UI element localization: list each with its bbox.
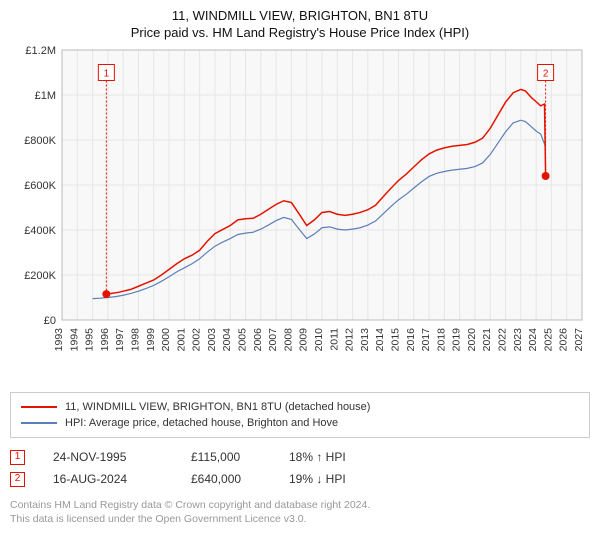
svg-text:1997: 1997: [114, 328, 126, 352]
svg-text:2014: 2014: [374, 328, 386, 352]
legend-label-2: HPI: Average price, detached house, Brig…: [65, 417, 338, 429]
legend-item-series1: 11, WINDMILL VIEW, BRIGHTON, BN1 8TU (de…: [21, 399, 579, 415]
svg-text:£200K: £200K: [24, 270, 56, 282]
svg-text:1: 1: [104, 69, 110, 80]
svg-text:2011: 2011: [328, 328, 340, 351]
chart-container: 11, WINDMILL VIEW, BRIGHTON, BN1 8TU Pri…: [0, 0, 600, 532]
svg-text:2006: 2006: [252, 328, 264, 352]
data-point-row-2: 2 16-AUG-2024 £640,000 19% ↓ HPI: [10, 468, 590, 490]
svg-text:£0: £0: [44, 315, 56, 327]
svg-text:2003: 2003: [206, 328, 218, 352]
svg-text:2008: 2008: [282, 328, 294, 352]
svg-text:2015: 2015: [389, 328, 401, 352]
point-price-1: £115,000: [191, 450, 261, 464]
svg-text:2: 2: [543, 69, 549, 80]
svg-text:2012: 2012: [344, 328, 356, 352]
svg-text:2026: 2026: [558, 328, 570, 352]
svg-text:2025: 2025: [542, 328, 554, 352]
legend: 11, WINDMILL VIEW, BRIGHTON, BN1 8TU (de…: [10, 392, 590, 438]
legend-swatch-2: [21, 422, 57, 424]
svg-text:1998: 1998: [129, 328, 141, 352]
svg-text:2005: 2005: [237, 328, 249, 352]
title-subtitle: Price paid vs. HM Land Registry's House …: [10, 25, 590, 40]
svg-text:1996: 1996: [99, 328, 111, 352]
svg-text:2022: 2022: [497, 328, 509, 352]
svg-text:2010: 2010: [313, 328, 325, 352]
svg-text:1994: 1994: [68, 328, 80, 352]
chart-area: £0 £200K £400K £600K £800K £1M £1.2M 19931994 19…: [10, 46, 590, 386]
footer-line-1: Contains HM Land Registry data © Crown c…: [10, 498, 590, 512]
svg-text:£400K: £400K: [24, 225, 56, 237]
point-date-2: 16-AUG-2024: [53, 472, 163, 486]
svg-text:2009: 2009: [298, 328, 310, 352]
svg-text:2020: 2020: [466, 328, 478, 352]
legend-item-series2: HPI: Average price, detached house, Brig…: [21, 415, 579, 431]
chart-svg: £0 £200K £400K £600K £800K £1M £1.2M 19931994 19…: [10, 46, 590, 386]
svg-text:2000: 2000: [160, 328, 172, 352]
svg-text:2027: 2027: [573, 328, 585, 352]
footer-line-2: This data is licensed under the Open Gov…: [10, 512, 590, 526]
point-change-2: 19% ↓ HPI: [289, 472, 389, 486]
svg-text:£1.2M: £1.2M: [25, 46, 56, 57]
svg-text:1999: 1999: [145, 328, 157, 352]
svg-text:£600K: £600K: [24, 180, 56, 192]
point-marker-2: 2: [10, 472, 25, 487]
svg-text:1995: 1995: [84, 328, 96, 352]
legend-swatch-1: [21, 406, 57, 408]
point-change-1: 18% ↑ HPI: [289, 450, 389, 464]
point-marker-1: 1: [10, 450, 25, 465]
svg-text:2017: 2017: [420, 328, 432, 352]
svg-text:1993: 1993: [53, 328, 65, 352]
svg-text:£800K: £800K: [24, 135, 56, 147]
svg-text:2001: 2001: [175, 328, 187, 352]
title-address: 11, WINDMILL VIEW, BRIGHTON, BN1 8TU: [10, 8, 590, 23]
svg-text:2023: 2023: [512, 328, 524, 352]
footer-attribution: Contains HM Land Registry data © Crown c…: [10, 498, 590, 526]
point-price-2: £640,000: [191, 472, 261, 486]
svg-text:2004: 2004: [221, 328, 233, 352]
data-point-row-1: 1 24-NOV-1995 £115,000 18% ↑ HPI: [10, 446, 590, 468]
svg-text:2021: 2021: [481, 328, 493, 352]
svg-text:2018: 2018: [435, 328, 447, 352]
svg-text:2019: 2019: [451, 328, 463, 352]
svg-text:£1M: £1M: [35, 90, 56, 102]
svg-text:2007: 2007: [267, 328, 279, 352]
point-date-1: 24-NOV-1995: [53, 450, 163, 464]
svg-text:2013: 2013: [359, 328, 371, 352]
svg-text:2002: 2002: [191, 328, 203, 352]
svg-text:2024: 2024: [527, 328, 539, 352]
data-points: 1 24-NOV-1995 £115,000 18% ↑ HPI 2 16-AU…: [10, 446, 590, 490]
svg-text:2016: 2016: [405, 328, 417, 352]
legend-label-1: 11, WINDMILL VIEW, BRIGHTON, BN1 8TU (de…: [65, 401, 370, 413]
